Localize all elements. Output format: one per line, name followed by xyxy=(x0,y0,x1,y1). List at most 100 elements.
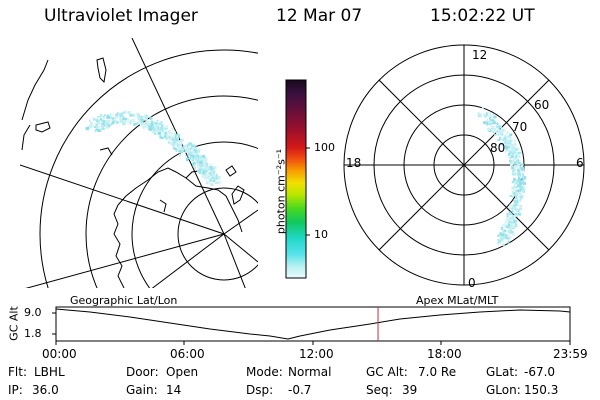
aurora-pixel xyxy=(213,176,216,180)
aurora-pixel xyxy=(501,239,505,242)
aurora-pixel xyxy=(506,236,510,240)
aurora-pixel xyxy=(497,239,502,243)
map-meridian xyxy=(223,233,246,288)
timeline-ytick-label: 9.0 xyxy=(24,306,42,319)
aurora-pixel xyxy=(85,126,89,131)
aurora-pixel xyxy=(212,171,215,174)
aurora-pixel xyxy=(518,167,520,170)
aurora-pixel xyxy=(515,191,518,195)
polar-ring xyxy=(373,74,555,256)
info-glat-value: -67.0 xyxy=(524,365,556,379)
aurora-pixel xyxy=(213,173,216,177)
aurora-pixel xyxy=(515,155,518,159)
aurora-pixel xyxy=(94,117,97,120)
aurora-pixel xyxy=(508,214,512,218)
aurora-pixel xyxy=(153,121,156,125)
aurora-pixel xyxy=(171,140,176,143)
aurora-pixel xyxy=(511,150,514,154)
aurora-pixel xyxy=(508,207,512,210)
aurora-pixel xyxy=(174,148,178,151)
aurora-pixel xyxy=(511,152,514,155)
aurora-pixel xyxy=(149,127,153,131)
aurora-pixel xyxy=(498,136,502,140)
aurora-pixel xyxy=(517,167,521,170)
aurora-pixel xyxy=(205,176,209,179)
aurora-pixel xyxy=(173,142,177,145)
aurora-pixel xyxy=(207,170,210,173)
aurora-pixel xyxy=(157,127,160,131)
aurora-pixel xyxy=(184,147,188,150)
aurora-pixel xyxy=(112,113,115,117)
aurora-pixel xyxy=(203,175,206,179)
aurora-pixel xyxy=(112,120,114,123)
aurora-pixel xyxy=(486,121,489,126)
aurora-pixel xyxy=(160,121,163,123)
aurora-pixel xyxy=(109,123,112,127)
aurora-pixel xyxy=(520,195,524,198)
aurora-pixel xyxy=(115,121,118,123)
aurora-pixel xyxy=(149,117,153,120)
aurora-pixel xyxy=(513,157,517,159)
aurora-pixel xyxy=(122,120,124,125)
aurora-pixel xyxy=(498,242,501,244)
aurora-pixel xyxy=(517,203,520,206)
aurora-pixel xyxy=(518,161,521,165)
aurora-pixel xyxy=(164,135,167,138)
aurora-pixel xyxy=(513,142,517,146)
aurora-pixel xyxy=(140,121,144,125)
aurora-pixel xyxy=(516,162,519,165)
aurora-pixel xyxy=(516,211,518,215)
aurora-pixel xyxy=(205,173,209,177)
aurora-pixel xyxy=(212,176,215,181)
aurora-pixel xyxy=(154,122,158,125)
aurora-pixel xyxy=(514,201,518,205)
aurora-pixel xyxy=(508,220,512,222)
aurora-pixel xyxy=(494,128,496,131)
aurora-pixel xyxy=(515,214,518,217)
aurora-pixel xyxy=(510,147,513,151)
aurora-pixel xyxy=(517,168,520,170)
aurora-pixel xyxy=(204,170,207,173)
aurora-pixel xyxy=(93,118,96,121)
aurora-pixel xyxy=(211,176,214,179)
aurora-pixel xyxy=(200,165,203,168)
aurora-pixel xyxy=(108,117,111,120)
aurora-pixel xyxy=(198,159,202,163)
aurora-pixel xyxy=(518,204,522,208)
aurora-pixel xyxy=(172,137,176,141)
map-meridian xyxy=(20,164,225,235)
coastline xyxy=(159,199,167,213)
aurora-pixel xyxy=(89,125,93,128)
aurora-pixel xyxy=(484,115,487,118)
aurora-pixel xyxy=(490,115,492,118)
aurora-pixel xyxy=(213,171,216,174)
info-gcalt-label: GC Alt: xyxy=(366,365,408,379)
aurora-pixel xyxy=(144,114,147,119)
aurora-pixel xyxy=(147,123,149,127)
aurora-pixel xyxy=(107,121,110,124)
aurora-pixel xyxy=(517,159,520,163)
aurora-pixel xyxy=(154,121,156,125)
aurora-pixel xyxy=(196,164,200,167)
aurora-pixel xyxy=(181,138,183,142)
aurora-pixel xyxy=(164,126,167,129)
aurora-pixel xyxy=(129,113,132,117)
aurora-pixel xyxy=(521,174,524,178)
aurora-pixel xyxy=(163,136,166,139)
aurora-pixel xyxy=(184,155,187,158)
aurora-pixel xyxy=(197,159,201,162)
aurora-pixel xyxy=(209,175,212,178)
aurora-pixel xyxy=(204,157,207,160)
aurora-pixel xyxy=(209,179,212,182)
aurora-pixel xyxy=(184,151,187,153)
aurora-pixel xyxy=(131,119,135,122)
aurora-pixel xyxy=(507,145,510,149)
aurora-pixel xyxy=(500,126,502,129)
aurora-pixel xyxy=(480,115,483,118)
aurora-pixel xyxy=(512,203,516,208)
aurora-pixel xyxy=(197,158,201,161)
aurora-pixel xyxy=(156,124,159,128)
aurora-pixel xyxy=(185,144,188,148)
aurora-pixel xyxy=(187,148,191,152)
aurora-pixel xyxy=(202,170,205,174)
